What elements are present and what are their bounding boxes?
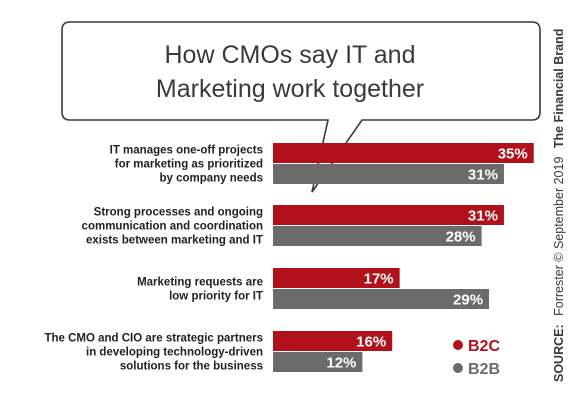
bars: 35%31%31%28%17%29%16%12% [273, 143, 534, 372]
category-label-1-line-2: exists between marketing and IT [86, 235, 263, 247]
category-label-1-line-1: communication and coordination [82, 221, 263, 233]
category-labels: IT manages one-off projects for marketing… [44, 145, 263, 373]
legend-marker-b2b [453, 363, 463, 373]
category-label-0-line-2: by company needs [159, 173, 263, 185]
source-brand: The Financial Brand [552, 29, 566, 148]
category-label-3-line-1: in developing technology-driven [86, 347, 263, 359]
source-label: SOURCE: [552, 324, 566, 382]
bar-label-b2b-1: 28% [446, 229, 476, 246]
bar-label-b2b-0: 31% [468, 167, 498, 184]
bar-label-b2c-0: 35% [498, 146, 528, 163]
chart-title-line-2: Marketing work together [156, 75, 424, 103]
chart-title-line-1: How CMOs say IT and [164, 41, 415, 69]
bar-b2b-1 [273, 226, 482, 246]
category-label-2-line-1: low priority for IT [169, 291, 263, 303]
bar-b2b-2 [273, 289, 490, 309]
legend: B2C B2B [453, 338, 500, 378]
bar-label-b2c-3: 16% [356, 334, 386, 351]
category-label-0-line-0: IT manages one-off projects [110, 145, 263, 157]
bar-label-b2b-2: 29% [453, 292, 483, 309]
legend-marker-b2c [453, 340, 463, 350]
category-label-3-line-0: The CMO and CIO are strategic partners [44, 333, 263, 345]
bar-b2c-0 [273, 143, 534, 163]
legend-label-b2c: B2C [468, 338, 500, 355]
bar-b2b-3 [273, 352, 363, 372]
category-label-3-line-2: solutions for the business [120, 361, 263, 373]
bar-b2c-2 [273, 268, 400, 288]
source-credit: SOURCE: Forrester © September 2019 The F… [550, 29, 567, 382]
category-label-2-line-0: Marketing requests are [137, 277, 263, 289]
bar-b2b-0 [273, 164, 504, 184]
bar-b2c-3 [273, 331, 393, 351]
legend-label-b2b: B2B [468, 361, 500, 378]
bar-label-b2c-1: 31% [468, 208, 498, 225]
bar-label-b2b-3: 12% [326, 355, 356, 372]
bar-b2c-1 [273, 205, 504, 225]
source-text: Forrester © September 2019 [552, 157, 566, 316]
category-label-0-line-1: for marketing as prioritized [115, 159, 263, 171]
category-label-1-line-0: Strong processes and ongoing [94, 207, 263, 219]
bar-label-b2c-2: 17% [364, 271, 394, 288]
